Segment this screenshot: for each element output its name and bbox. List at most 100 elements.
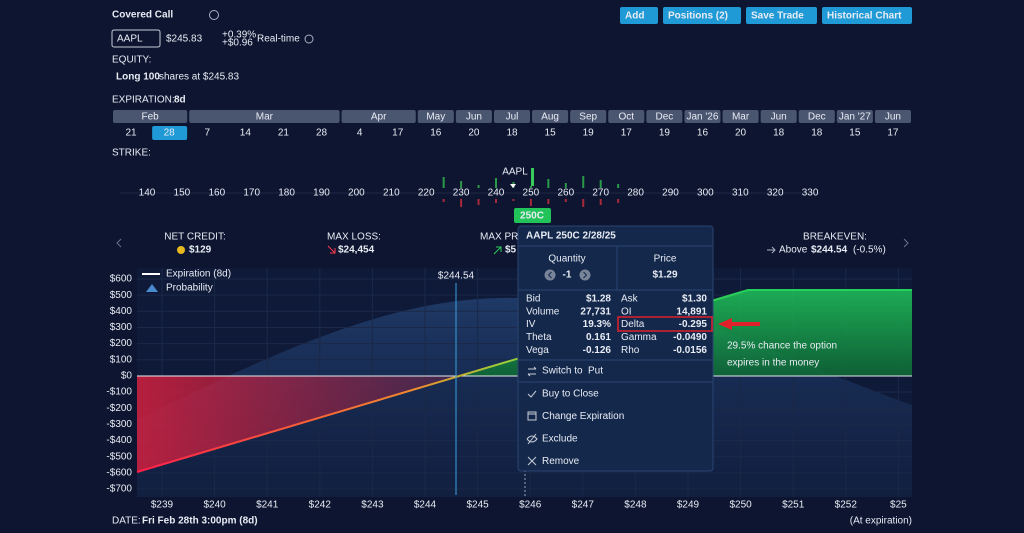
month-segment <box>722 110 759 123</box>
increase-button[interactable] <box>579 269 591 281</box>
y-tick-label: -$400 <box>106 435 132 446</box>
price: $245.83 <box>166 34 203 45</box>
month-label: Mar <box>256 112 274 123</box>
greek-value: 0.161 <box>586 332 611 343</box>
down-arrow <box>327 245 336 254</box>
x-tick-label: $249 <box>677 500 700 511</box>
month-label: Apr <box>371 112 387 123</box>
button[interactable] <box>663 7 741 24</box>
stat-value: $5 <box>505 245 517 256</box>
month-label: Aug <box>541 112 559 123</box>
volume-bar <box>442 177 445 188</box>
month-segment <box>608 110 645 123</box>
decrease-button[interactable] <box>544 269 556 281</box>
date-label: 15 <box>545 128 557 139</box>
month-segment <box>532 110 569 123</box>
x-tick-label: $244 <box>414 500 437 511</box>
menu-icon <box>526 433 538 445</box>
greek-label: Theta <box>526 332 552 343</box>
help-icon <box>304 34 314 44</box>
strike-tick: 320 <box>767 188 784 199</box>
month-label: Oct <box>619 112 635 123</box>
date-label: 4 <box>357 128 363 139</box>
x-tick-label: $243 <box>361 500 384 511</box>
x-tick-label: $241 <box>256 500 279 511</box>
date-label: DATE: <box>112 516 141 527</box>
menu-item[interactable]: Exclude <box>542 433 578 444</box>
button-label: Positions (2) <box>668 11 728 22</box>
volume-bar <box>442 199 445 202</box>
greek-value: -0.295 <box>679 319 708 330</box>
popup <box>517 225 714 472</box>
strike-tick: 330 <box>802 188 819 199</box>
menu-item[interactable]: Remove <box>542 456 580 467</box>
legend-probability-icon <box>146 284 158 292</box>
y-tick-label: $300 <box>110 322 133 333</box>
y-tick-label: $200 <box>110 338 133 349</box>
button-label: Save Trade <box>751 11 804 22</box>
strike-tick: 240 <box>488 188 505 199</box>
volume-bar <box>599 199 602 205</box>
strike-tick: 170 <box>243 188 260 199</box>
volume-bar <box>582 176 585 188</box>
greek-value: 19.3% <box>583 319 611 330</box>
strike-tick: 190 <box>313 188 330 199</box>
x-tick-label: $25 <box>890 500 907 511</box>
date-label: 21 <box>278 128 290 139</box>
date-label: 20 <box>735 128 747 139</box>
strike-tick: 290 <box>662 188 679 199</box>
help-icon <box>209 10 219 20</box>
x-tick-label: $242 <box>309 500 332 511</box>
menu-item[interactable]: Switch to <box>542 366 583 377</box>
volume-bar <box>495 178 497 188</box>
chevron-left[interactable] <box>116 238 122 248</box>
month-segment <box>684 110 721 123</box>
volume-bar <box>564 199 567 202</box>
stat-label: MAX PR <box>480 232 518 243</box>
expiration-days: 8d <box>174 95 186 106</box>
volume-bar <box>477 185 480 188</box>
chevron-right[interactable] <box>903 238 909 248</box>
greek-label: OI <box>621 306 632 317</box>
stat-value: $24,454 <box>338 245 375 256</box>
right-arrow <box>767 246 776 254</box>
symbol-input[interactable] <box>111 29 161 48</box>
date-label: 16 <box>697 128 709 139</box>
date-label: 19 <box>583 128 595 139</box>
date-label: 20 <box>468 128 480 139</box>
volume-bar <box>529 186 532 188</box>
change-pct: +0.39% <box>222 30 256 41</box>
x-tick-label: $239 <box>151 500 174 511</box>
button-label: Add <box>625 11 644 22</box>
strike-tick: 300 <box>697 188 714 199</box>
menu-item[interactable]: Buy to Close <box>542 389 599 400</box>
month-label: Jun <box>466 112 482 123</box>
month-label: Feb <box>141 112 159 123</box>
quantity-label: Quantity <box>548 254 585 265</box>
menu-icon <box>527 456 537 466</box>
volume-bar <box>547 199 550 204</box>
button[interactable] <box>746 7 817 24</box>
y-tick-label: $100 <box>110 354 133 365</box>
greek-label: Gamma <box>621 332 657 343</box>
price-value: $1.29 <box>652 270 677 281</box>
month-segment <box>760 110 797 123</box>
button[interactable] <box>822 7 912 24</box>
month-segment <box>646 110 683 123</box>
volume-bar <box>531 168 534 186</box>
x-tick-label: $245 <box>466 500 489 511</box>
selected-date <box>152 126 188 140</box>
month-segment <box>798 110 835 123</box>
month-segment <box>113 110 188 123</box>
underlying-marker: AAPL <box>502 167 528 178</box>
month-segment <box>493 110 531 123</box>
date-label: 14 <box>240 128 252 139</box>
selected-strike[interactable] <box>514 208 551 223</box>
strike-tick: 220 <box>418 188 435 199</box>
menu-item[interactable]: Change Expiration <box>542 411 624 422</box>
button[interactable] <box>620 7 658 24</box>
equity-description: shares at $245.83 <box>159 72 239 83</box>
switch-target: Put <box>588 366 603 377</box>
coin-icon <box>177 246 185 254</box>
